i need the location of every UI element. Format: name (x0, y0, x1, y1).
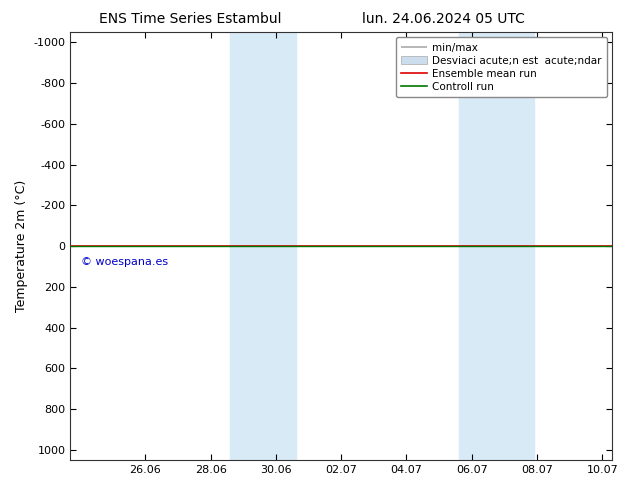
Bar (230, 32, 295, 460)
Text: lun. 24.06.2024 05 UTC: lun. 24.06.2024 05 UTC (363, 12, 525, 26)
Legend: min/max, Desviaci acute;n est  acute;ndar, Ensemble mean run, Controll run: min/max, Desviaci acute;n est acute;ndar… (396, 37, 607, 97)
Bar (458, 32, 534, 460)
Text: © woespana.es: © woespana.es (81, 257, 169, 267)
Y-axis label: Temperature 2m (°C): Temperature 2m (°C) (15, 180, 28, 312)
Text: ENS Time Series Estambul: ENS Time Series Estambul (99, 12, 281, 26)
